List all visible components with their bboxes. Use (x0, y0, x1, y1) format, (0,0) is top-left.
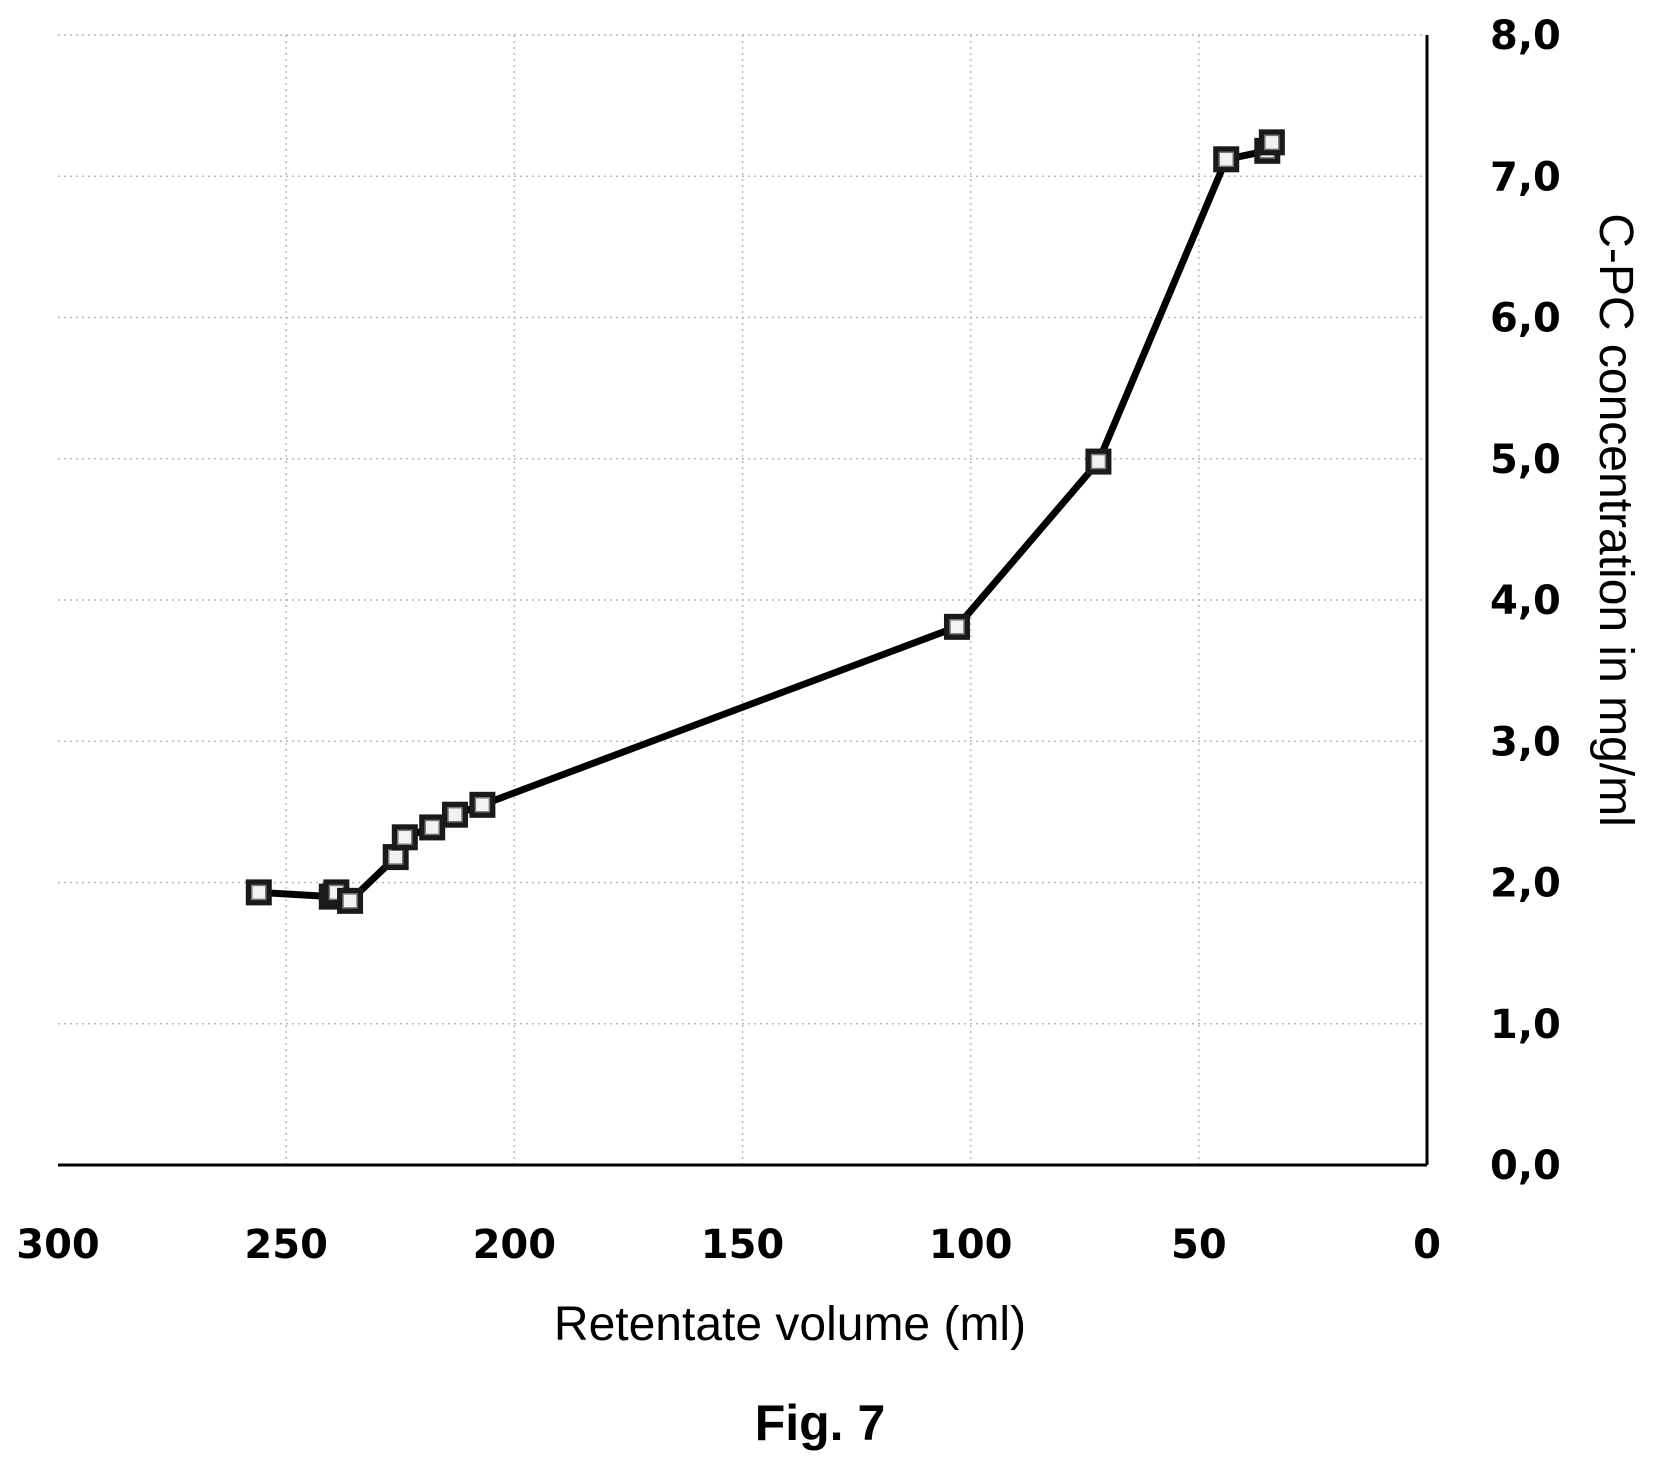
data-markers (245, 129, 1285, 914)
data-point (419, 814, 446, 841)
data-point-fill (1264, 134, 1280, 151)
x-tick-label: 50 (1171, 1222, 1227, 1268)
data-point-fill (474, 797, 491, 813)
x-tick-labels: 300 250 200 150 100 50 0 (16, 1222, 1441, 1268)
y-axis-title: C-PC concentration in mg/ml (1589, 213, 1642, 827)
axes (58, 35, 1429, 1167)
y-tick-label: 3,0 (1490, 719, 1561, 765)
data-point (943, 613, 970, 640)
y-tick-label: 5,0 (1490, 437, 1561, 483)
data-point (1213, 146, 1240, 173)
y-tick-label: 6,0 (1490, 296, 1561, 342)
x-tick-label: 200 (473, 1222, 557, 1268)
y-tick-label: 8,0 (1490, 13, 1561, 59)
y-tick-labels: 0,0 1,0 2,0 3,0 4,0 5,0 6,0 7,0 8,0 (1490, 13, 1561, 1189)
data-point-fill (1218, 151, 1234, 168)
y-tick-label: 2,0 (1490, 861, 1561, 907)
data-point-fill (251, 884, 267, 901)
data-point (1085, 448, 1112, 475)
grid-lines (58, 34, 1427, 1165)
data-point-fill (397, 829, 413, 846)
data-point-fill (424, 819, 440, 836)
y-tick-label: 7,0 (1490, 154, 1561, 200)
data-point-fill (342, 893, 358, 909)
data-point (245, 879, 272, 906)
data-point (1258, 129, 1285, 156)
x-tick-label: 250 (244, 1222, 328, 1268)
data-point (337, 887, 364, 914)
x-tick-label: 300 (16, 1222, 100, 1268)
x-tick-label: 100 (929, 1222, 1013, 1268)
figure-caption: Fig. 7 (755, 1395, 886, 1451)
y-tick-label: 4,0 (1490, 578, 1561, 624)
y-tick-label: 1,0 (1490, 1002, 1561, 1048)
data-point-fill (447, 806, 463, 823)
data-point-fill (949, 619, 965, 635)
data-point (469, 791, 496, 818)
data-point-fill (1090, 453, 1107, 470)
y-tick-label: 0,0 (1490, 1143, 1561, 1189)
data-point (391, 824, 418, 851)
x-tick-label: 0 (1413, 1222, 1441, 1268)
x-axis-title: Retentate volume (ml) (554, 1298, 1026, 1351)
x-tick-label: 150 (701, 1222, 785, 1268)
data-point (442, 801, 469, 828)
data-point-fill (387, 849, 404, 865)
series-line (258, 140, 1275, 905)
